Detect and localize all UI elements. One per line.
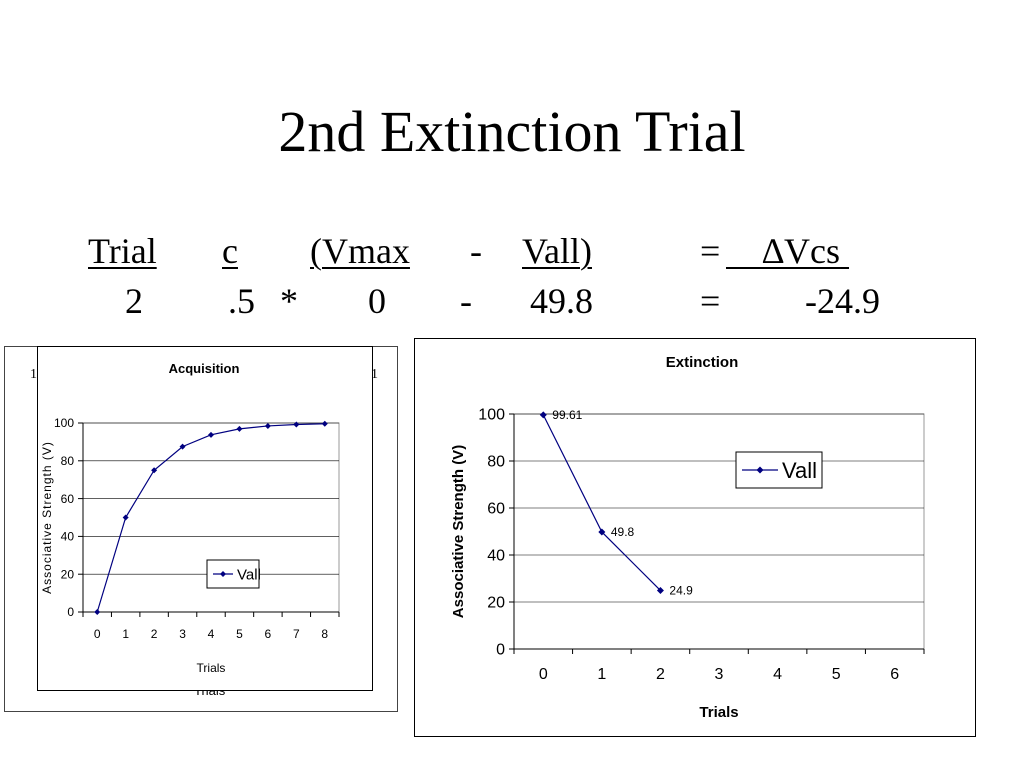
legend-label-vall: Vall xyxy=(237,566,261,583)
x-tick-label: 8 xyxy=(321,627,328,641)
data-label: 99.61 xyxy=(552,408,582,422)
x-axis-title: Trials xyxy=(699,704,738,721)
y-tick-label: 0 xyxy=(496,642,505,659)
data-point-vall xyxy=(539,411,547,419)
y-axis-title: Associative Strength (V) xyxy=(40,441,54,594)
value-delta-vcs: -24.9 xyxy=(805,281,880,321)
data-point-vall xyxy=(208,431,214,438)
x-tick-label: 6 xyxy=(890,666,899,683)
data-label: 24.9 xyxy=(669,583,693,597)
value-vall: 49.8 xyxy=(530,281,593,321)
header-minus: - xyxy=(470,231,482,271)
x-tick-label: 5 xyxy=(236,627,243,641)
x-tick-label: 3 xyxy=(179,627,186,641)
data-point-vall xyxy=(656,586,664,594)
data-point-vall xyxy=(293,421,300,428)
y-tick-label: 60 xyxy=(61,492,75,506)
data-point-vall xyxy=(321,420,328,427)
data-point-vall xyxy=(236,425,243,432)
x-tick-label: 5 xyxy=(832,666,841,683)
y-tick-label: 40 xyxy=(487,548,505,565)
x-tick-label: 0 xyxy=(539,666,548,683)
header-vmax: (Vmax xyxy=(310,231,410,271)
background-tick-stub-left: 1 xyxy=(30,367,37,382)
header-vall: Vall) xyxy=(522,231,592,271)
y-tick-label: 100 xyxy=(478,407,505,424)
data-label: 49.8 xyxy=(611,525,635,539)
slide-title: 2nd Extinction Trial xyxy=(278,99,746,164)
plot-area xyxy=(513,413,925,650)
y-axis-title: Associative Strength (V) xyxy=(450,445,467,618)
header-trial: Trial xyxy=(88,231,157,271)
x-tick-label: 0 xyxy=(94,627,101,641)
header-delta-vcs: ∆Vcs xyxy=(762,231,841,271)
x-tick-label: 3 xyxy=(715,666,724,683)
chart-title: Acquisition xyxy=(169,361,240,376)
value-times: * xyxy=(280,281,298,321)
value-vmax: 0 xyxy=(368,281,386,321)
legend-marker-vall xyxy=(220,571,226,577)
x-tick-label: 2 xyxy=(656,666,665,683)
header-equals: = xyxy=(700,231,721,271)
data-point-vall xyxy=(151,467,158,474)
x-tick-label: 2 xyxy=(151,627,158,641)
background-tick-stub-right: 1 xyxy=(371,367,378,382)
x-tick-label: 4 xyxy=(773,666,782,683)
value-c: .5 xyxy=(228,281,255,321)
header-c: c xyxy=(222,231,238,271)
x-tick-label: 6 xyxy=(265,627,272,641)
y-tick-label: 80 xyxy=(487,454,505,471)
y-tick-label: 40 xyxy=(61,530,75,544)
y-tick-label: 60 xyxy=(487,501,505,518)
chart-title: Extinction xyxy=(666,354,739,371)
x-tick-label: 1 xyxy=(597,666,606,683)
legend-marker-vall xyxy=(756,466,764,474)
x-tick-label: 4 xyxy=(208,627,215,641)
value-trial: 2 xyxy=(125,281,143,321)
data-point-vall xyxy=(122,514,129,521)
y-tick-label: 0 xyxy=(67,605,74,619)
data-point-vall xyxy=(94,609,101,615)
y-tick-label: 100 xyxy=(54,416,74,430)
value-equals: = xyxy=(700,281,721,321)
legend-label-vall: Vall xyxy=(782,458,817,483)
equation-header-row: Trial c (Vmax - Vall) = ∆Vcs xyxy=(0,230,1024,271)
y-tick-label: 20 xyxy=(61,567,75,581)
value-minus: - xyxy=(460,281,472,321)
equation-value-row: 2 .5 * 0 - 49.8 = -24.9 xyxy=(0,280,1024,321)
y-tick-label: 80 xyxy=(61,454,75,468)
y-tick-label: 20 xyxy=(487,595,505,612)
data-point-vall xyxy=(598,528,606,536)
x-tick-label: 1 xyxy=(122,627,129,641)
x-tick-label: 7 xyxy=(293,627,300,641)
data-point-vall xyxy=(264,422,271,429)
data-point-vall xyxy=(179,443,186,450)
x-axis-title: Trials xyxy=(197,661,226,675)
